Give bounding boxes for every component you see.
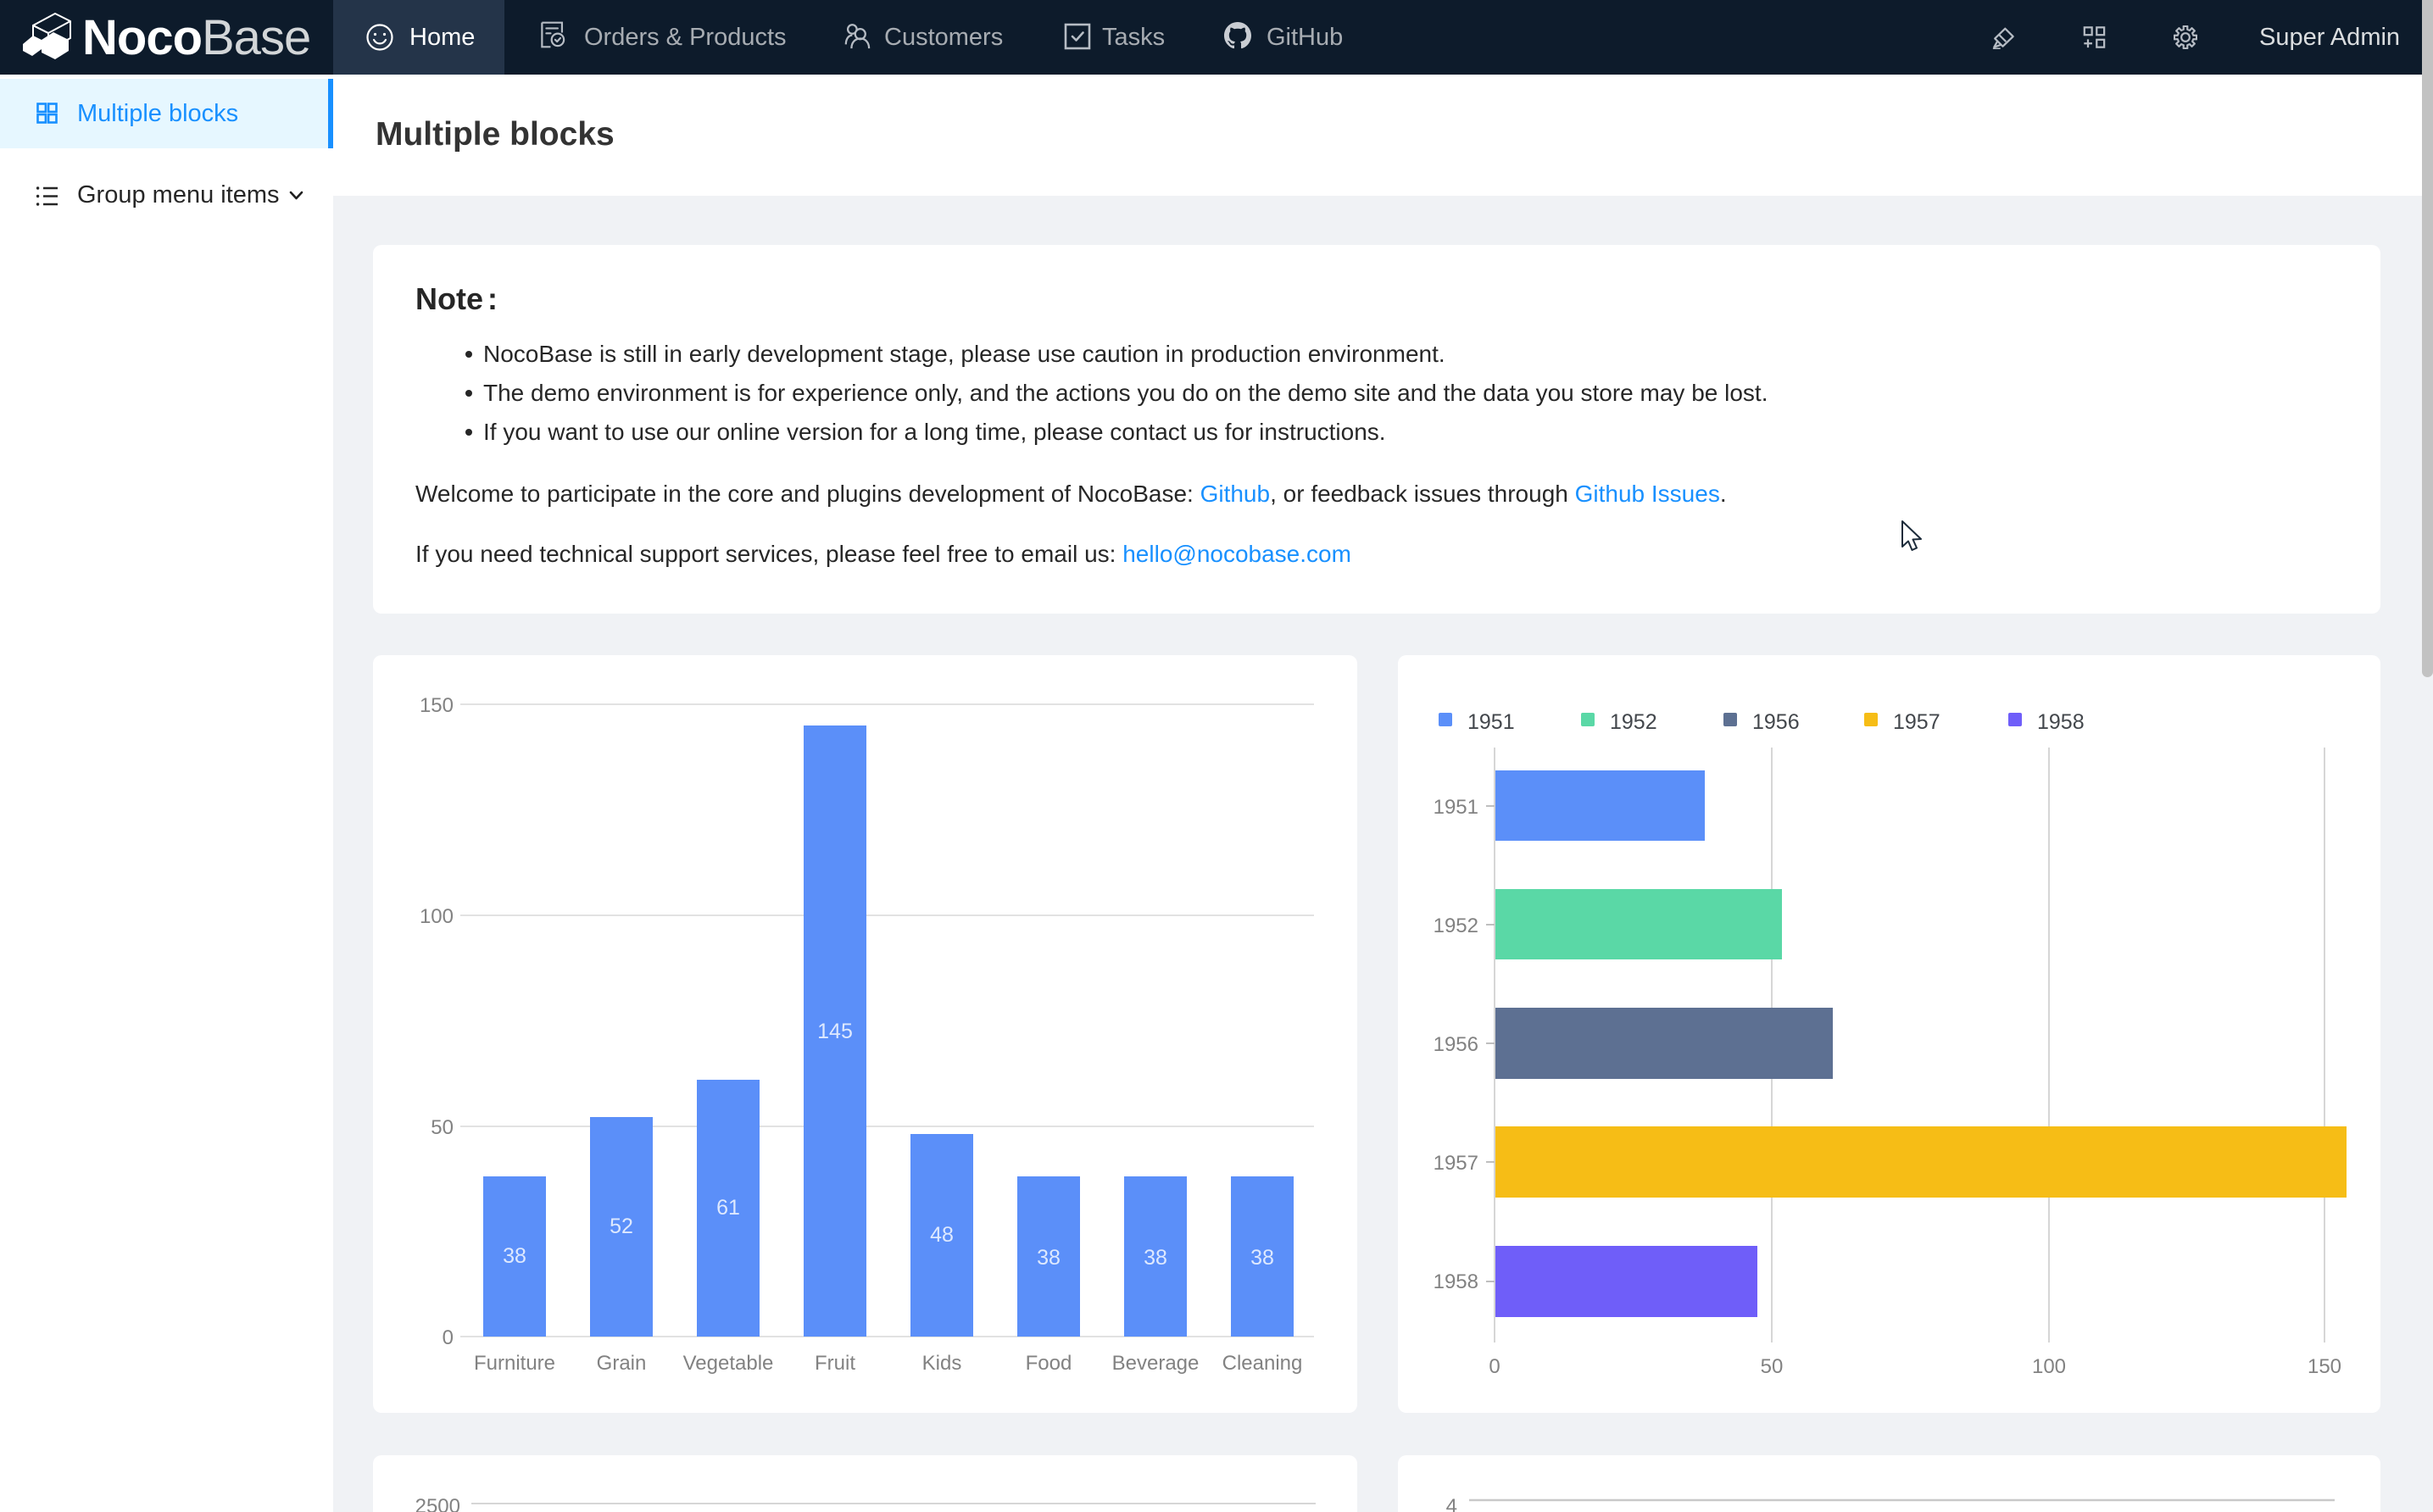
svg-text:Cleaning: Cleaning	[1222, 1352, 1303, 1375]
svg-text:1951: 1951	[1434, 796, 1478, 819]
svg-text:1956: 1956	[1434, 1033, 1478, 1056]
svg-text:38: 38	[1144, 1246, 1167, 1270]
svg-text:38: 38	[503, 1244, 526, 1268]
svg-text:48: 48	[930, 1223, 954, 1247]
svg-text:4: 4	[1446, 1495, 1457, 1512]
svg-text:145: 145	[817, 1020, 853, 1043]
svg-text:100: 100	[2032, 1355, 2066, 1378]
svg-text:1958: 1958	[1434, 1270, 1478, 1293]
svg-text:Food: Food	[1026, 1352, 1072, 1375]
svg-text:Kids: Kids	[922, 1352, 962, 1375]
svg-text:2500: 2500	[415, 1495, 460, 1512]
svg-text:50: 50	[1761, 1355, 1784, 1378]
svg-text:150: 150	[420, 694, 454, 717]
svg-text:Furniture: Furniture	[474, 1352, 555, 1375]
svg-text:61: 61	[716, 1196, 740, 1220]
svg-text:1957: 1957	[1893, 710, 1940, 734]
svg-text:Vegetable: Vegetable	[683, 1352, 774, 1375]
svg-text:38: 38	[1250, 1246, 1274, 1270]
svg-text:0: 0	[443, 1326, 454, 1349]
svg-text:1956: 1956	[1752, 710, 1800, 734]
svg-text:100: 100	[420, 905, 454, 928]
svg-text:1958: 1958	[2037, 710, 2085, 734]
svg-text:38: 38	[1037, 1246, 1061, 1270]
svg-text:Grain: Grain	[597, 1352, 647, 1375]
svg-text:0: 0	[1489, 1355, 1500, 1378]
svg-text:1957: 1957	[1434, 1152, 1478, 1175]
svg-text:150: 150	[2308, 1355, 2341, 1378]
svg-text:50: 50	[431, 1116, 454, 1139]
svg-text:1952: 1952	[1610, 710, 1657, 734]
svg-text:1952: 1952	[1434, 914, 1478, 937]
svg-text:Beverage: Beverage	[1112, 1352, 1200, 1375]
svg-text:52: 52	[610, 1215, 633, 1238]
svg-text:Fruit: Fruit	[815, 1352, 855, 1375]
svg-text:1951: 1951	[1467, 710, 1515, 734]
